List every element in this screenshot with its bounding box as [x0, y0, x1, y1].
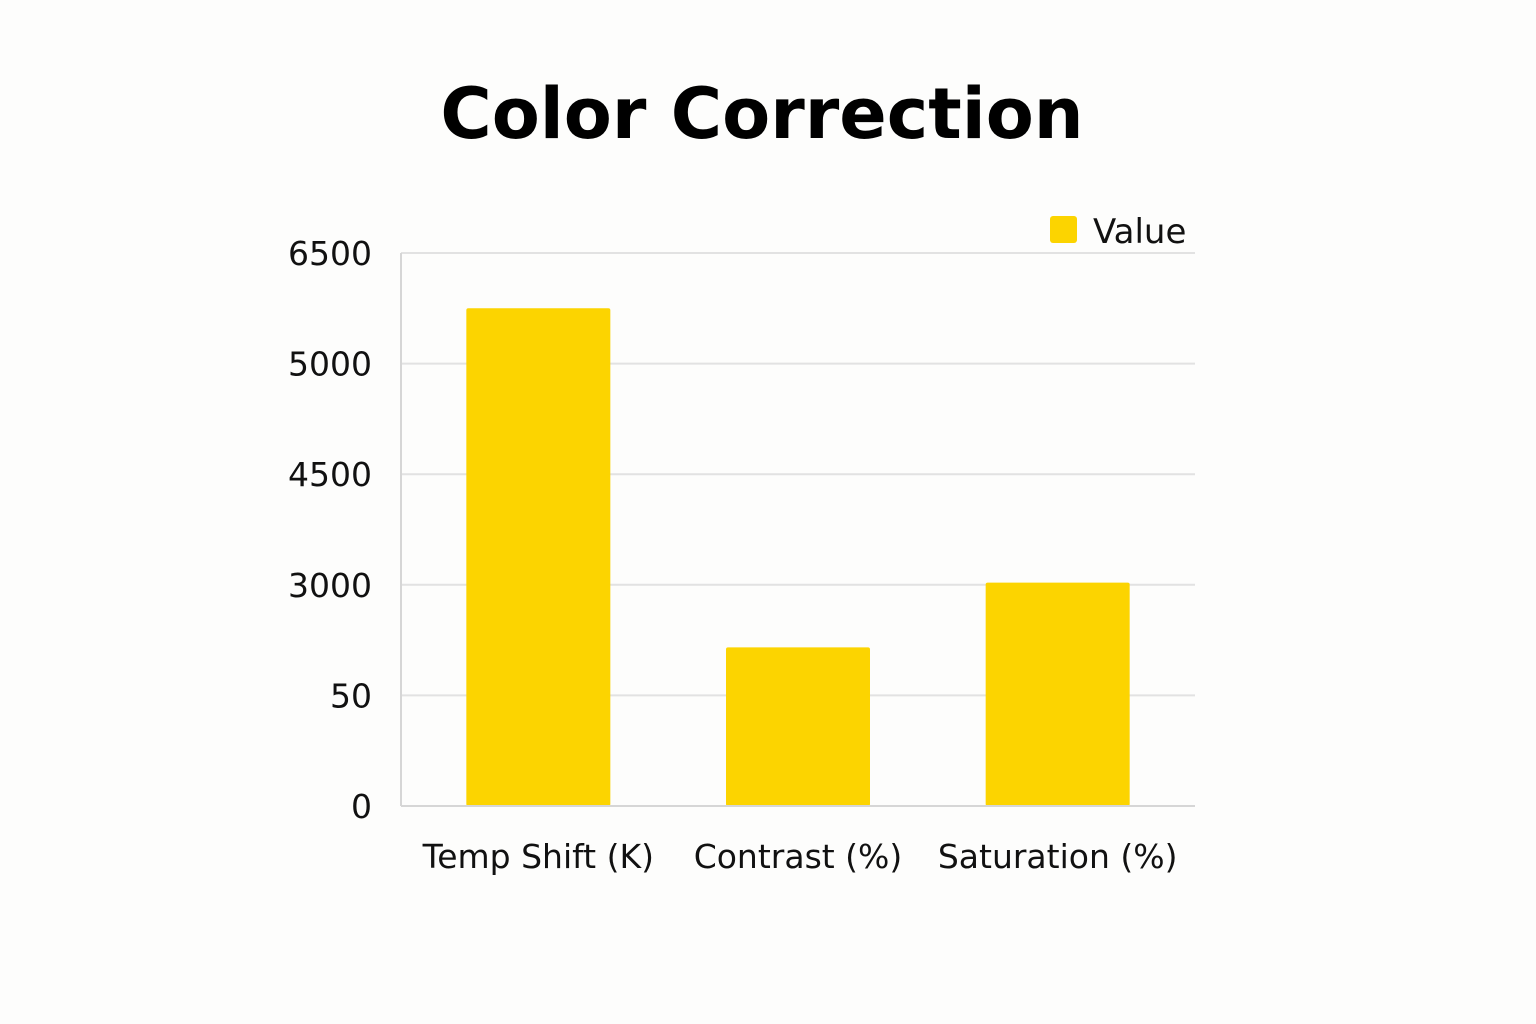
y-tick-label: 3000 — [288, 566, 372, 605]
legend-label: Value — [1093, 212, 1186, 252]
x-axis-labels: Temp Shift (K) Contrast (%) Saturation (%) — [422, 837, 1178, 876]
bar — [985, 582, 1130, 806]
legend: Value — [1050, 212, 1186, 252]
y-tick-label: 0 — [351, 787, 372, 826]
bar — [466, 308, 611, 806]
y-tick-label: 50 — [330, 676, 372, 715]
x-tick-label: Temp Shift (K) — [422, 837, 654, 876]
y-tick-label: 4500 — [288, 455, 372, 494]
chart-title: Color Correction — [440, 73, 1083, 155]
x-tick-label: Contrast (%) — [694, 837, 903, 876]
y-tick-label: 5000 — [288, 345, 372, 384]
y-tick-label: 6500 — [288, 234, 372, 273]
x-tick-label: Saturation (%) — [938, 837, 1178, 876]
bars — [466, 308, 1130, 806]
bar — [726, 647, 870, 806]
legend-swatch — [1050, 216, 1077, 243]
y-axis-ticks: 0 50 3000 4500 5000 6500 — [288, 234, 372, 826]
